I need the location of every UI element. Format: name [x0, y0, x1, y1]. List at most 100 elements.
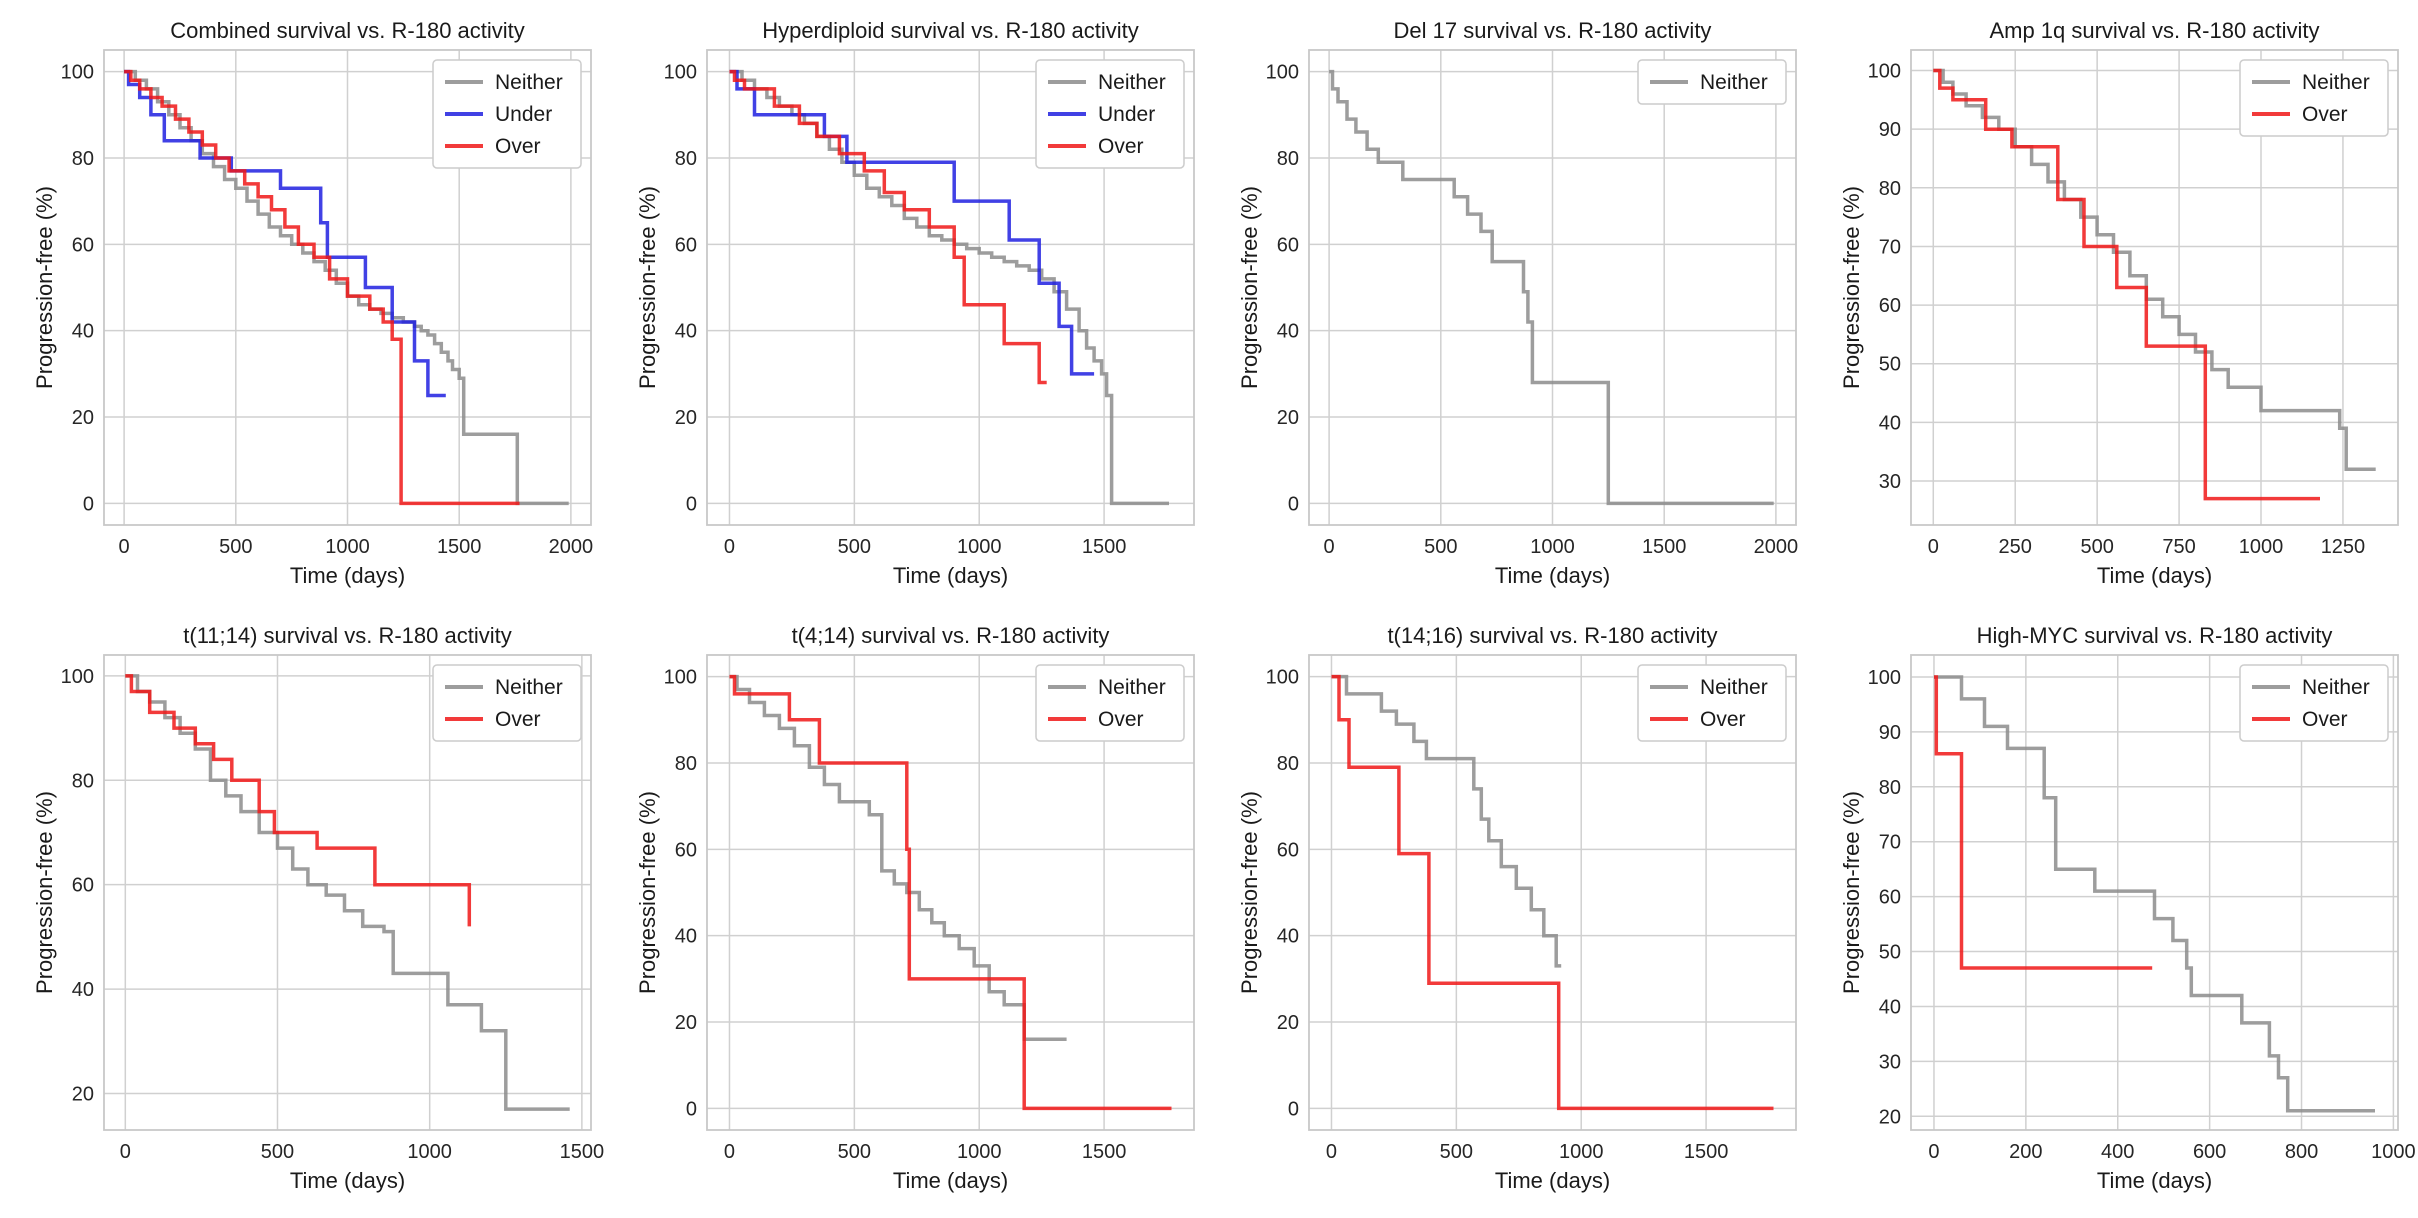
y-tick-label: 100: [1266, 62, 1299, 84]
y-tick-label: 80: [675, 753, 697, 775]
y-axis-label: Progression-free (%): [635, 186, 660, 389]
y-axis-label: Progression-free (%): [1839, 186, 1864, 389]
axes-frame: [103, 49, 592, 526]
y-tick-label: 80: [1277, 753, 1299, 775]
legend: Neither Over: [1637, 664, 1787, 742]
y-tick-label: 20: [1277, 1012, 1299, 1034]
chart-panel-3: 0 500 1000 1500 2000 0 20 40 60 80 100 Del 17 survi…: [1237, 18, 1798, 588]
series-group: [1329, 69, 1774, 506]
legend-label: Over: [2302, 708, 2348, 731]
chart-title: t(11;14) survival vs. R-180 activity: [183, 623, 511, 648]
series-line-over: [125, 674, 472, 927]
chart-panel-5: 0 500 1000 1500 20 40 60 80 100 t(11;14) survival…: [32, 623, 604, 1193]
legend-label: Under: [495, 103, 552, 126]
x-tick-label: 1000: [2239, 536, 2284, 558]
x-axis-label: Time (days): [290, 563, 405, 588]
axes-frame: [1308, 654, 1797, 1131]
y-tick-label: 40: [675, 321, 697, 343]
axes-frame: [1910, 49, 2399, 526]
x-tick-label: 600: [2193, 1141, 2226, 1163]
y-tick-label: 100: [1868, 61, 1901, 83]
y-tick-label: 60: [72, 234, 94, 256]
x-axis-label: Time (days): [290, 1168, 405, 1193]
y-tick-label: 70: [1879, 832, 1901, 854]
x-tick-label: 500: [261, 1141, 294, 1163]
y-tick-label: 20: [1879, 1106, 1901, 1128]
y-tick-label: 0: [686, 493, 697, 515]
y-tick-label: 20: [675, 1012, 697, 1034]
legend-label: Neither: [2302, 676, 2370, 699]
y-tick-label: 50: [1879, 354, 1901, 376]
series-group: [1934, 675, 2375, 1113]
legend-box: [1637, 664, 1787, 742]
x-axis-label: Time (days): [2097, 1168, 2212, 1193]
x-tick-label: 1500: [1684, 1141, 1729, 1163]
chart-title: Hyperdiploid survival vs. R-180 activity: [762, 18, 1139, 43]
series-line-over: [1331, 674, 1774, 1111]
x-tick-label: 1000: [957, 1141, 1002, 1163]
legend-box: [1035, 59, 1185, 169]
y-tick-label: 100: [1868, 667, 1901, 689]
series-group: [1331, 674, 1774, 1111]
legend: Neither Over: [2239, 59, 2389, 137]
y-tick-label: 60: [675, 234, 697, 256]
x-axis-label: Time (days): [1495, 563, 1610, 588]
chart-panel-4: 0 250 500 750 1000 1250 30 40 50 60 70 80 90 100 Amp 1…: [1839, 18, 2399, 588]
legend-label: Over: [1700, 708, 1746, 731]
y-tick-label: 80: [1277, 148, 1299, 170]
x-axis-label: Time (days): [1495, 1168, 1610, 1193]
y-tick-label: 90: [1879, 722, 1901, 744]
legend-label: Over: [495, 708, 541, 731]
chart-title: Amp 1q survival vs. R-180 activity: [1989, 18, 2319, 43]
x-tick-label: 250: [1999, 536, 2032, 558]
y-tick-label: 60: [675, 839, 697, 861]
chart-title: High-MYC survival vs. R-180 activity: [1977, 623, 2333, 648]
series-line-over: [1934, 675, 2153, 970]
x-tick-label: 0: [1928, 1141, 1939, 1163]
legend-box: [2239, 59, 2389, 137]
x-tick-label: 500: [838, 1141, 871, 1163]
y-axis-label: Progression-free (%): [1237, 791, 1262, 994]
legend: Neither Over: [2239, 664, 2389, 742]
x-tick-label: 500: [2080, 536, 2113, 558]
y-tick-label: 70: [1879, 236, 1901, 258]
x-tick-label: 1000: [1530, 536, 1575, 558]
x-tick-label: 1000: [325, 536, 370, 558]
y-tick-label: 20: [72, 1083, 94, 1105]
y-tick-label: 100: [61, 666, 94, 688]
y-tick-label: 60: [1277, 234, 1299, 256]
y-tick-label: 0: [83, 493, 94, 515]
series-line-neither: [729, 674, 1067, 1042]
x-tick-label: 500: [1424, 536, 1457, 558]
y-tick-label: 80: [72, 770, 94, 792]
chart-title: Del 17 survival vs. R-180 activity: [1394, 18, 1712, 43]
x-tick-label: 0: [1324, 536, 1335, 558]
y-tick-label: 90: [1879, 119, 1901, 141]
y-tick-label: 60: [1277, 839, 1299, 861]
series-group: [125, 674, 570, 1111]
series-group: [124, 69, 569, 506]
series-group: [1933, 68, 2376, 501]
x-tick-label: 1500: [1082, 1141, 1127, 1163]
y-tick-label: 100: [664, 62, 697, 84]
y-axis-label: Progression-free (%): [32, 791, 57, 994]
legend-box: [1637, 59, 1787, 105]
x-tick-label: 1500: [437, 536, 482, 558]
series-line-under: [729, 69, 1095, 376]
legend-label: Over: [1098, 708, 1144, 731]
y-tick-label: 100: [1266, 667, 1299, 689]
series-line-neither: [124, 69, 569, 506]
y-axis-label: Progression-free (%): [1237, 186, 1262, 389]
y-tick-label: 40: [1879, 412, 1901, 434]
y-tick-label: 100: [61, 62, 94, 84]
series-line-under: [124, 69, 446, 398]
y-tick-label: 40: [72, 321, 94, 343]
y-tick-label: 60: [1879, 887, 1901, 909]
x-tick-label: 1000: [957, 536, 1002, 558]
legend: Neither Over: [1035, 664, 1185, 742]
chart-title: t(4;14) survival vs. R-180 activity: [792, 623, 1110, 648]
x-tick-label: 500: [219, 536, 252, 558]
y-axis-label: Progression-free (%): [1839, 791, 1864, 994]
x-tick-label: 0: [119, 536, 130, 558]
